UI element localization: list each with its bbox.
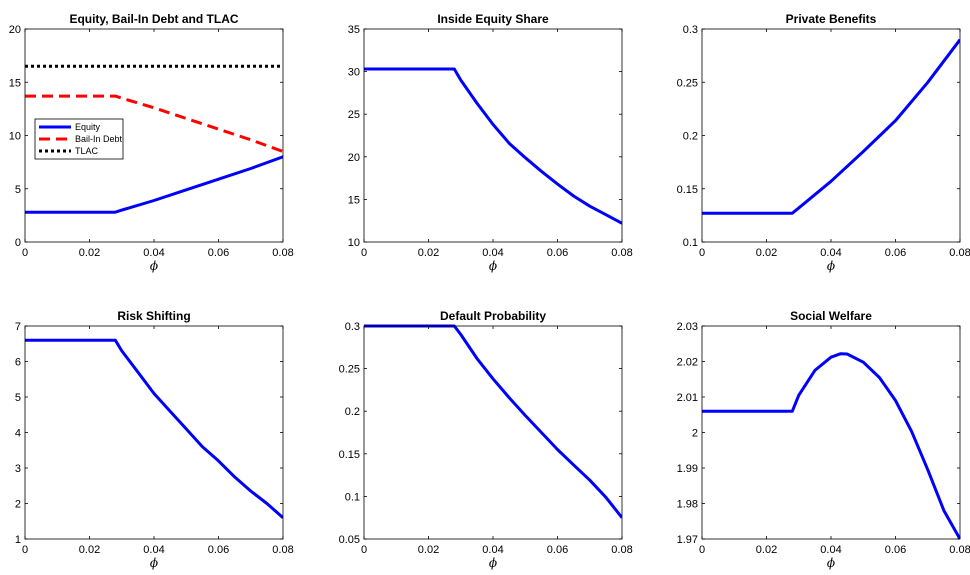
y-tick-label: 2.02 — [677, 357, 698, 369]
x-axis-label: ϕ — [827, 556, 835, 570]
x-axis-label: ϕ — [489, 556, 497, 570]
y-tick-label: 20 — [348, 152, 360, 164]
y-tick-label: 0.3 — [683, 24, 698, 36]
x-tick-label: 0 — [361, 544, 367, 556]
y-tick-label: 2.03 — [677, 321, 698, 333]
x-tick-label: 0.02 — [79, 247, 100, 259]
x-tick-label: 0 — [22, 544, 28, 556]
x-tick-label: 0.04 — [820, 247, 841, 259]
y-tick-label: 2 — [15, 499, 21, 511]
x-tick-label: 0.04 — [482, 544, 503, 556]
x-tick-label: 0.02 — [756, 544, 777, 556]
y-tick-label: 7 — [15, 321, 21, 333]
chart-title: Risk Shifting — [117, 309, 190, 323]
y-tick-label: 0.1 — [345, 491, 360, 503]
legend-label-1: Bail-In Debt — [75, 134, 123, 144]
plot-area — [702, 326, 960, 539]
y-tick-label: 0.05 — [339, 534, 360, 546]
x-tick-label: 0.08 — [611, 247, 632, 259]
y-tick-label: 6 — [15, 357, 21, 369]
x-tick-label: 0.04 — [143, 247, 164, 259]
y-tick-label: 30 — [348, 67, 360, 79]
y-tick-label: 2.01 — [677, 392, 698, 404]
x-tick-label: 0.06 — [208, 247, 229, 259]
legend: Equity Bail-In Debt TLAC — [34, 118, 124, 160]
legend-label-0: Equity — [75, 122, 101, 132]
x-tick-label: 0.02 — [418, 544, 439, 556]
y-tick-label: 2 — [692, 428, 698, 440]
y-tick-label: 35 — [348, 24, 360, 36]
plot-area — [364, 326, 622, 539]
y-tick-label: 0.2 — [345, 406, 360, 418]
x-tick-label: 0.06 — [885, 544, 906, 556]
x-tick-label: 0 — [361, 247, 367, 259]
y-tick-label: 1.98 — [677, 499, 698, 511]
x-axis-label: ϕ — [150, 259, 158, 273]
y-tick-label: 10 — [9, 131, 21, 143]
x-tick-label: 0.08 — [949, 247, 970, 259]
y-tick-label: 3 — [15, 463, 21, 475]
series-line-0 — [25, 338, 283, 519]
x-tick-label: 0 — [699, 247, 705, 259]
x-tick-label: 0 — [699, 544, 705, 556]
chart-panel-inside-equity-share: Inside Equity Share 0 0.02 0.04 0.06 0.08 10 1… — [348, 12, 633, 273]
x-axis-label: ϕ — [489, 259, 497, 273]
x-tick-label: 0.02 — [79, 544, 100, 556]
y-tick-label: 0.1 — [683, 237, 698, 249]
plot-area — [25, 326, 283, 539]
chart-title: Default Probability — [440, 309, 546, 323]
chart-panel-social-welfare: Social Welfare 0 0.02 0.04 0.06 0.08 1.97 1.98… — [677, 309, 970, 570]
y-tick-label: 4 — [15, 428, 21, 440]
y-tick-label: 5 — [15, 392, 21, 404]
y-tick-label: 15 — [9, 77, 21, 89]
y-tick-label: 10 — [348, 237, 360, 249]
series-line-0 — [702, 352, 960, 540]
y-tick-label: 5 — [15, 184, 21, 196]
series-line-0 — [702, 38, 960, 215]
chart-title: Private Benefits — [786, 12, 877, 26]
y-tick-label: 0 — [15, 237, 21, 249]
x-tick-label: 0.04 — [143, 544, 164, 556]
y-tick-label: 0.15 — [677, 184, 698, 196]
y-tick-label: 1.99 — [677, 463, 698, 475]
x-tick-label: 0.06 — [547, 544, 568, 556]
y-tick-label: 0.3 — [345, 321, 360, 333]
chart-panel-private-benefits: Private Benefits 0 0.02 0.04 0.06 0.08 0.1 0.1… — [677, 12, 970, 273]
series-line-0 — [364, 67, 622, 225]
y-tick-label: 0.25 — [339, 364, 360, 376]
series-line-0 — [25, 155, 283, 214]
x-tick-label: 0.08 — [611, 544, 632, 556]
chart-title: Inside Equity Share — [437, 12, 549, 26]
legend-label-2: TLAC — [75, 146, 99, 156]
y-tick-label: 1 — [15, 534, 21, 546]
chart-panel-default-probability: Default Probability 0 0.02 0.04 0.06 0.08 0.0… — [339, 309, 633, 570]
x-tick-label: 0.06 — [208, 544, 229, 556]
chart-title: Equity, Bail-In Debt and TLAC — [69, 12, 238, 26]
x-tick-label: 0.02 — [756, 247, 777, 259]
x-axis-label: ϕ — [827, 259, 835, 273]
y-tick-label: 1.97 — [677, 534, 698, 546]
x-tick-label: 0 — [22, 247, 28, 259]
chart-panel-equity: Equity, Bail-In Debt and TLAC 0 0.02 0.04 0… — [9, 12, 294, 273]
y-tick-label: 0.2 — [683, 131, 698, 143]
x-tick-label: 0.06 — [885, 247, 906, 259]
y-tick-label: 15 — [348, 194, 360, 206]
x-tick-label: 0.02 — [418, 247, 439, 259]
y-tick-label: 20 — [9, 24, 21, 36]
y-tick-label: 0.25 — [677, 77, 698, 89]
x-axis-label: ϕ — [150, 556, 158, 570]
y-tick-label: 0.15 — [339, 449, 360, 461]
x-tick-label: 0.04 — [820, 544, 841, 556]
chart-title: Social Welfare — [790, 309, 872, 323]
x-tick-label: 0.08 — [272, 247, 293, 259]
x-tick-label: 0.08 — [272, 544, 293, 556]
plot-area — [364, 29, 622, 242]
x-tick-label: 0.06 — [547, 247, 568, 259]
x-tick-label: 0.08 — [949, 544, 970, 556]
chart-panel-risk-shifting: Risk Shifting 0 0.02 0.04 0.06 0.08 1 2 3 4 5 6 7 ϕ — [15, 309, 294, 570]
x-tick-label: 0.04 — [482, 247, 503, 259]
y-tick-label: 25 — [348, 109, 360, 121]
plot-area — [702, 29, 960, 242]
